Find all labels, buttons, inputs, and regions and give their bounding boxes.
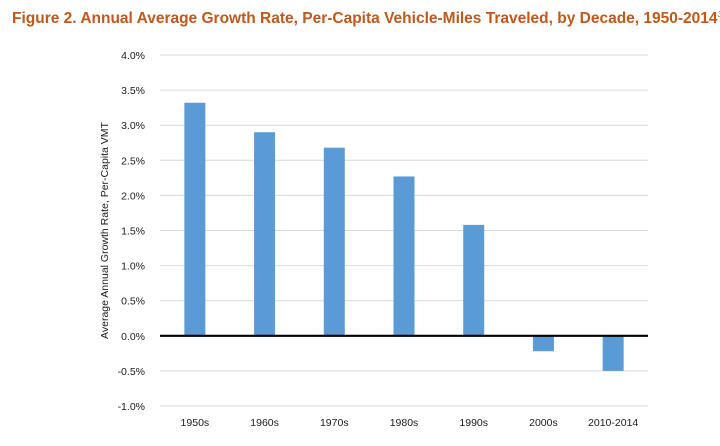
bar-1960s [254,132,276,336]
figure-title-text: Figure 2. Annual Average Growth Rate, Pe… [12,10,718,28]
bar-1990s [463,224,485,336]
y-tick-label: -1.0% [118,401,145,413]
y-tick-label: 4.0% [121,50,145,62]
y-tick-labels: -1.0% -0.5% 0.0% 0.5% 1.0% 1.5% 2.0% 2.5% 3.0% 3.… [118,50,145,413]
x-category-label: 2000s [529,417,558,429]
y-tick-label: 3.0% [121,120,145,132]
footnote-marker: 33 [718,10,720,19]
bar-1950s [184,102,206,336]
y-tick-label: 2.0% [121,190,145,202]
bars [184,102,624,371]
y-tick-label: 3.5% [121,85,145,97]
x-category-label: 2010-2014 [588,417,638,429]
y-tick-label: 1.5% [121,226,145,238]
bar-2010-2014 [602,335,624,371]
bar-2000s [532,335,554,352]
x-category-labels: 1950s 1960s 1970s 1980s 1990s 2000s 2010-2014 [181,417,639,429]
x-category-label: 1990s [459,417,488,429]
bar-1970s [323,147,345,336]
y-tick-label: -0.5% [118,366,145,378]
x-category-label: 1970s [320,417,349,429]
y-tick-label: 2.5% [121,155,145,167]
y-tick-label: 0.0% [121,331,145,343]
figure-title: Figure 2. Annual Average Growth Rate, Pe… [12,10,720,28]
y-axis-label: Average Annual Growth Rate, Per-Capita V… [99,121,111,338]
x-category-label: 1950s [181,417,210,429]
x-category-label: 1960s [250,417,279,429]
y-tick-label: 1.0% [121,261,145,273]
y-tick-label: 0.5% [121,296,145,308]
bar-1980s [393,176,415,336]
x-category-label: 1980s [390,417,419,429]
